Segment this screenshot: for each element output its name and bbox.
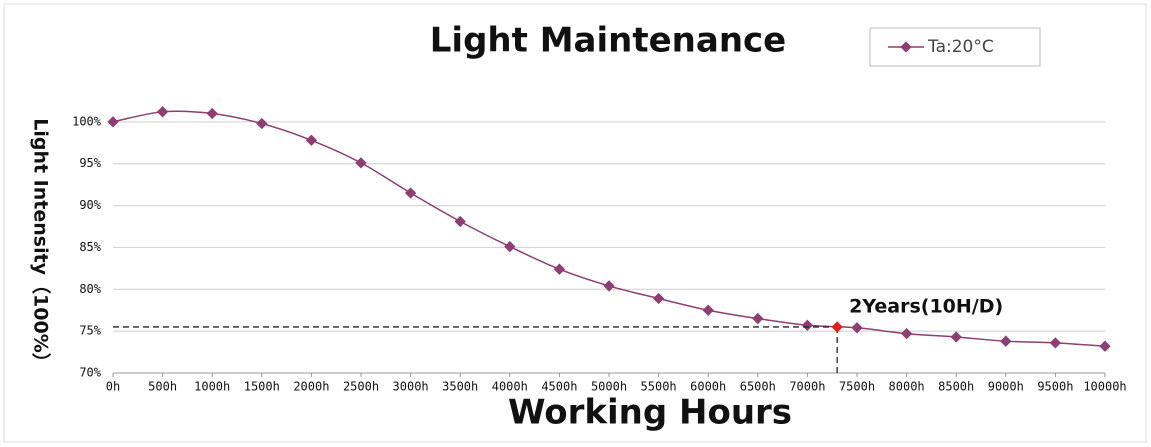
x-tick-label: 5500h <box>641 380 677 394</box>
marker <box>752 312 764 325</box>
x-tick-label: 1500h <box>244 380 280 394</box>
x-tick-label: 9500h <box>1037 380 1073 394</box>
x-tick-label: 3500h <box>442 380 478 394</box>
chart-title: Light Maintenance <box>430 21 786 61</box>
x-tick-label: 8000h <box>889 380 925 394</box>
annotation-marker <box>831 321 843 333</box>
x-tick-label: 0h <box>106 380 120 394</box>
frame <box>3 3 1147 443</box>
y-tick-label: 100% <box>72 114 102 128</box>
y-tick-label: 70% <box>79 366 101 380</box>
marker <box>355 157 367 169</box>
marker <box>504 240 516 253</box>
y-tick-label: 85% <box>79 240 101 254</box>
marker <box>454 215 466 228</box>
marker <box>1049 337 1062 349</box>
marker <box>1000 335 1012 347</box>
x-tick-label: 7500h <box>839 380 875 394</box>
y-tick-label: 90% <box>79 198 101 212</box>
x-tick-label: 8500h <box>938 380 974 394</box>
y-tick-label: 95% <box>79 156 101 170</box>
y-axis-label: Light Intensity（100%） <box>30 118 53 372</box>
x-tick-label: 7000h <box>789 380 825 394</box>
x-tick-label: 4000h <box>492 380 528 394</box>
x-tick-label: 9000h <box>988 380 1024 394</box>
y-tick-label: 80% <box>79 282 101 296</box>
marker <box>156 106 169 118</box>
x-tick-label: 4500h <box>541 380 577 394</box>
marker <box>553 263 566 275</box>
marker <box>900 327 913 340</box>
x-tick-label: 10000h <box>1083 380 1126 394</box>
marker <box>702 304 714 316</box>
marker <box>206 107 218 120</box>
x-tick-label: 2000h <box>293 380 329 394</box>
x-tick-label: 2500h <box>343 380 379 394</box>
marker <box>603 280 615 292</box>
marker <box>305 134 318 146</box>
legend-marker <box>900 41 912 53</box>
marker <box>652 292 665 305</box>
y-tick-label: 75% <box>79 324 101 338</box>
x-tick-label: 500h <box>148 380 177 394</box>
legend-label: Ta:20°C <box>927 37 994 57</box>
marker <box>801 319 814 331</box>
marker <box>1099 340 1111 352</box>
marker <box>950 331 962 343</box>
x-tick-label: 6000h <box>690 380 726 394</box>
x-tick-label: 3000h <box>393 380 429 394</box>
annotation-label: 2Years(10H/D) <box>849 295 1003 317</box>
marker <box>256 117 268 130</box>
marker <box>107 116 119 128</box>
x-tick-label: 6500h <box>740 380 776 394</box>
marker <box>404 187 417 199</box>
x-tick-label: 5000h <box>591 380 627 394</box>
x-axis-label: Working Hours <box>508 393 792 433</box>
marker <box>851 322 863 334</box>
x-tick-label: 1000h <box>194 380 230 394</box>
